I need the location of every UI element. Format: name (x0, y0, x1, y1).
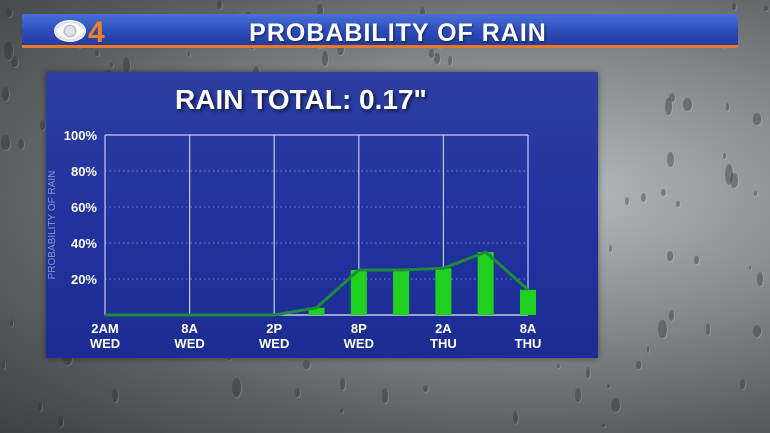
rain-drop (739, 379, 745, 389)
rain-drop (676, 201, 680, 208)
rain-drop (668, 92, 676, 103)
rain-probability-bar (520, 289, 536, 315)
rain-drop (429, 49, 435, 58)
rain-drop (624, 196, 630, 206)
x-tick-label-top: 8A (520, 321, 537, 336)
rain-drop (641, 192, 647, 203)
rain-drop (110, 62, 113, 68)
rain-probability-bar (308, 307, 325, 315)
x-tick-label-top: 8A (181, 321, 198, 336)
rain-drop (608, 245, 613, 252)
rain-drop (606, 383, 610, 389)
rain-drop (557, 364, 561, 368)
rain-probability-bar (393, 270, 410, 315)
x-tick-label-bottom: WED (259, 336, 289, 351)
x-tick-label-top: 2A (435, 321, 452, 336)
x-tick-label-top: 8P (351, 321, 367, 336)
y-axis-title: PROBABILITY OF RAIN (47, 171, 58, 280)
rain-drop (420, 7, 426, 20)
rain-drop (38, 401, 42, 411)
rain-drop (722, 152, 727, 160)
rain-drop (660, 188, 667, 196)
rain-drop (187, 52, 190, 56)
rain-drop (748, 266, 751, 270)
y-tick-label: 100% (64, 128, 98, 143)
x-tick-label-bottom: THU (515, 336, 542, 351)
rain-drop (111, 389, 119, 403)
rain-drop (731, 2, 736, 10)
rain-drop (725, 102, 730, 112)
rain-drop (232, 377, 241, 397)
rain-drop (635, 360, 642, 370)
rain-drop (9, 319, 13, 327)
rain-drop (295, 387, 300, 397)
rain-drop (725, 163, 734, 186)
x-tick-label-top: 2AM (91, 321, 118, 336)
rain-drop (57, 416, 63, 427)
x-tick-label-top: 2P (266, 321, 282, 336)
x-tick-label-bottom: WED (174, 336, 204, 351)
rain-drop (2, 360, 6, 369)
rain-drop (63, 353, 73, 365)
rain-drop (2, 87, 9, 102)
rain-drop (763, 6, 768, 12)
x-tick-label-bottom: WED (90, 336, 120, 351)
rain-drop (5, 7, 13, 18)
rain-drop (729, 172, 738, 189)
rain-drop (339, 377, 346, 391)
rain-drop (646, 345, 650, 353)
x-tick-label-bottom: WED (344, 336, 374, 351)
rain-drop (433, 53, 440, 64)
rain-drop (668, 310, 674, 322)
rain-drop (3, 41, 13, 61)
rain-drop (753, 325, 761, 338)
rain-probability-line (105, 250, 529, 317)
cbs4-logo: 4 (54, 17, 105, 45)
banner-title: PROBABILITY OF RAIN (249, 19, 547, 47)
rain-probability-bar (477, 252, 494, 315)
logo-number: 4 (88, 17, 105, 45)
y-tick-label: 80% (71, 164, 97, 179)
rain-drop (122, 57, 130, 75)
rain-drop (694, 256, 699, 264)
rain-drop (753, 190, 758, 196)
rain-drop (602, 424, 605, 428)
rain-drop (1, 135, 11, 150)
rain-drop (683, 98, 693, 111)
y-tick-label: 40% (71, 236, 97, 251)
rain-drop (658, 319, 667, 339)
rain-drop (512, 411, 518, 424)
rain-drop (339, 409, 343, 414)
rain-probability-bar (350, 270, 367, 315)
rain-drop (575, 387, 582, 402)
rain-drop (18, 138, 25, 149)
rain-drop (94, 50, 99, 57)
rain-drop (423, 385, 429, 393)
rain-drop (11, 55, 19, 68)
rain-drop (611, 398, 620, 412)
rain-drop (752, 113, 762, 125)
rain-drop (317, 3, 323, 17)
rain-drop (303, 359, 310, 369)
rain-drop (665, 98, 672, 115)
rain-drop (39, 119, 46, 131)
rain-drop (381, 387, 389, 403)
rain-drop (586, 367, 591, 378)
rain-drop (705, 322, 711, 335)
rain-probability-bar (435, 268, 452, 315)
rain-drop (217, 0, 222, 9)
rain-drop (757, 271, 764, 287)
rain-drop (667, 151, 675, 168)
rain-drop (447, 56, 452, 66)
y-tick-label: 20% (71, 272, 97, 287)
title-banner: 4 PROBABILITY OF RAIN (22, 14, 738, 48)
chart-title: RAIN TOTAL: 0.17" (175, 84, 427, 115)
y-tick-label: 60% (71, 200, 97, 215)
x-tick-label-bottom: THU (430, 336, 457, 351)
rain-drop (322, 51, 329, 66)
rain-drop (667, 251, 673, 262)
